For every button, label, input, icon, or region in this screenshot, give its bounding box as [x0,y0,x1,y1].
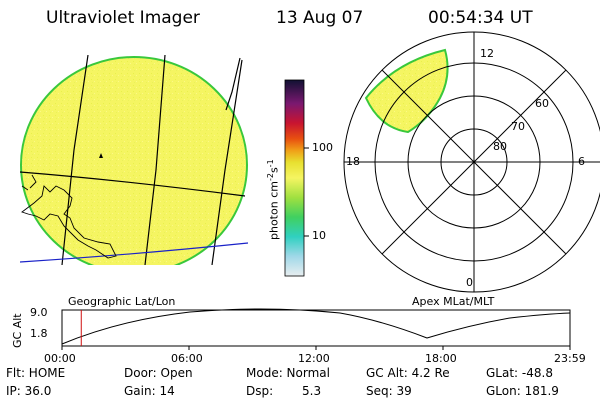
geographic-image-panel [20,55,249,265]
altitude-curve [61,308,571,345]
mlt-label-12: 12 [480,47,494,60]
status-door: Door: Open [124,366,193,380]
mlt-label-6: 6 [578,155,585,168]
status-ip: IP: 36.0 [6,384,52,398]
time-tick-1200: 12:00 [298,352,330,365]
time-tick-0000: 00:00 [44,352,76,365]
status-glon: GLon: 181.9 [486,384,559,398]
altitude-timeline [61,308,571,350]
earth-disk [20,56,248,265]
mlt-label-18: 18 [346,155,360,168]
mlat-label-70: 70 [511,120,525,133]
mlat-label-80: 80 [493,140,507,153]
status-dsp-label: Dsp: [246,384,274,398]
time-tick-1800: 18:00 [425,352,457,365]
apex-caption: Apex MLat/MLT [412,295,495,308]
colorbar-tick-10: 10 [312,229,326,242]
colorbar [284,79,309,277]
mlt-label-0: 0 [466,276,473,289]
altitude-ytick-1.8: 1.8 [30,327,48,340]
status-gain: Gain: 14 [124,384,175,398]
lon-line-2 [144,55,166,265]
lon-line-3 [211,59,243,265]
altitude-ylabel: GC Alt [11,313,24,348]
equator-line [20,242,249,263]
status-gc-alt: GC Alt: 4.2 Re [366,366,450,380]
time-label: 00:54:34 UT [428,8,533,28]
polar-plot [343,31,600,293]
mlat-label-60: 60 [535,97,549,110]
altitude-ytick-9: 9.0 [30,306,48,319]
status-mode: Mode: Normal [246,366,330,380]
lon-line-1 [61,55,89,265]
coastline [21,185,117,259]
station-marker [99,153,103,158]
time-tick-0600: 06:00 [171,352,203,365]
status-glat: GLat: -48.8 [486,366,553,380]
auroral-image-patch [364,48,449,134]
geographic-caption: Geographic Lat/Lon [68,295,176,308]
status-seq: Seq: 39 [366,384,412,398]
lat-line [20,171,246,197]
instrument-title: Ultraviolet Imager [46,8,200,28]
date-label: 13 Aug 07 [276,8,364,28]
time-tick-2359: 23:59 [554,352,586,365]
colorbar-unit-label: photon cm-2s-1 [266,159,281,240]
status-dsp-value: 5.3 [302,384,322,398]
status-flt: Flt: HOME [6,366,66,380]
colorbar-tick-100: 100 [312,141,333,154]
